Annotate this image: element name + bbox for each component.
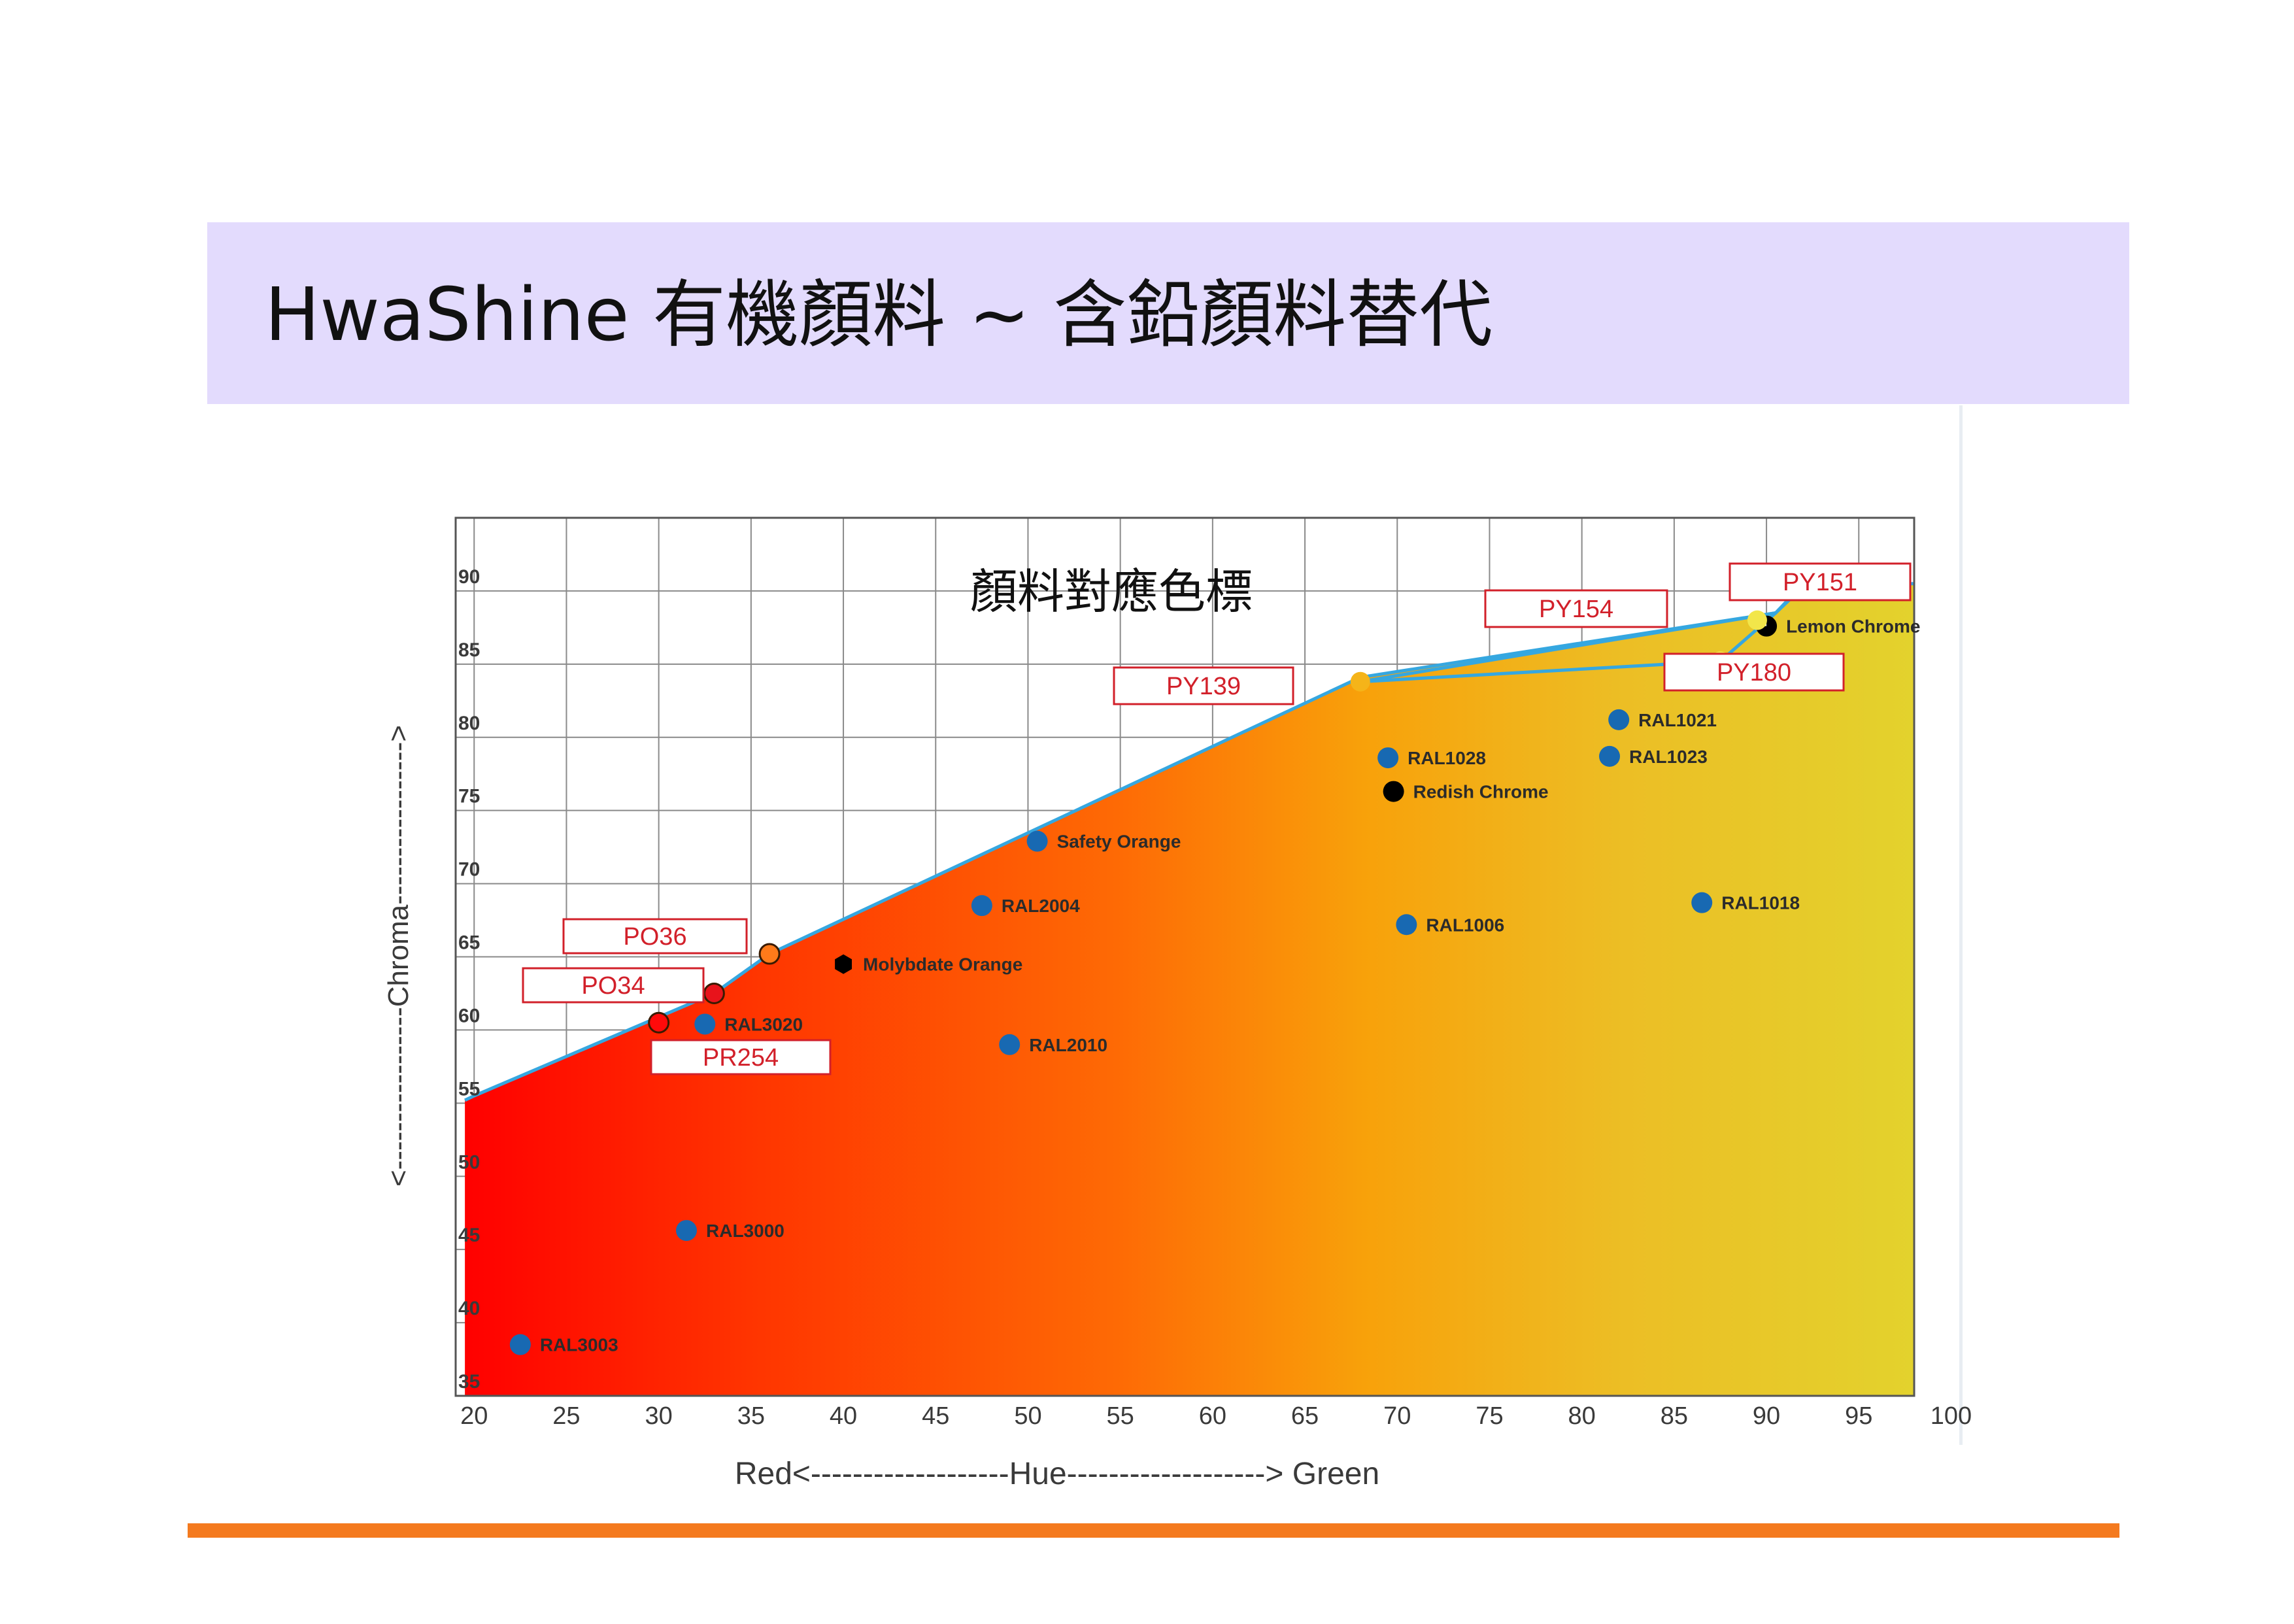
x-tick-label: 20 bbox=[460, 1402, 488, 1430]
x-tick-label: 90 bbox=[1753, 1402, 1780, 1430]
x-axis-label: Red<-------------------Hue--------------… bbox=[735, 1457, 1379, 1491]
reference-label: RAL2010 bbox=[1029, 1035, 1107, 1055]
y-tick-label: 60 bbox=[458, 1005, 480, 1026]
reference-label: RAL1006 bbox=[1426, 915, 1504, 935]
reference-label: Molybdate Orange bbox=[863, 955, 1022, 975]
x-tick-label: 40 bbox=[830, 1402, 857, 1430]
pigment-marker bbox=[758, 943, 781, 965]
reference-label: RAL3020 bbox=[724, 1014, 803, 1034]
pigment-link bbox=[1360, 659, 1721, 684]
pigment-label: PY154 bbox=[1539, 596, 1613, 623]
reference-label: Safety Orange bbox=[1057, 832, 1181, 852]
x-tick-label: 35 bbox=[737, 1402, 765, 1430]
pigment-marker bbox=[1747, 610, 1767, 630]
pigment-label-box bbox=[1113, 666, 1294, 705]
reference-marker bbox=[1396, 914, 1417, 936]
y-tick-label: 50 bbox=[458, 1151, 480, 1173]
x-tick-label: 60 bbox=[1199, 1402, 1226, 1430]
pigment-label: PO34 bbox=[581, 972, 645, 1000]
reference-marker bbox=[509, 1334, 531, 1355]
x-tick-label: 45 bbox=[922, 1402, 949, 1430]
pigment-link bbox=[1360, 611, 1776, 684]
reference-label: RAL1021 bbox=[1638, 710, 1717, 730]
pigment-label: PO36 bbox=[623, 923, 686, 951]
reference-label: Redish Chrome bbox=[1413, 782, 1549, 802]
chart-title: 顏料對應色標 bbox=[970, 564, 1253, 619]
y-tick-label: 55 bbox=[458, 1078, 480, 1100]
reference-label: RAL1018 bbox=[1721, 893, 1800, 913]
reference-label: RAL2004 bbox=[1002, 896, 1080, 916]
x-tick-label: 70 bbox=[1383, 1402, 1411, 1430]
pigment-marker bbox=[703, 982, 725, 1004]
page-title: HwaShine 有機顏料 ~ 含鉛顏料替代 bbox=[265, 273, 1493, 358]
reference-marker bbox=[676, 1220, 698, 1242]
y-tick-label: 40 bbox=[458, 1298, 480, 1319]
y-tick-label: 70 bbox=[458, 859, 480, 881]
pigment-label-box bbox=[1663, 652, 1845, 692]
footer-rule bbox=[188, 1523, 2119, 1538]
reference-marker bbox=[835, 954, 852, 974]
pigment-label-box bbox=[1729, 562, 1912, 601]
x-tick-label: 30 bbox=[645, 1402, 673, 1430]
reference-marker bbox=[1383, 781, 1404, 802]
reference-marker bbox=[1599, 745, 1621, 767]
x-tick-label: 75 bbox=[1476, 1402, 1503, 1430]
reference-marker bbox=[971, 895, 992, 917]
y-tick-label: 90 bbox=[458, 566, 480, 588]
y-tick-label: 75 bbox=[458, 786, 480, 807]
reference-label: Lemon Chrome bbox=[1786, 617, 1920, 637]
pigment-label: PR254 bbox=[703, 1044, 779, 1072]
reference-marker bbox=[1691, 892, 1713, 913]
pigment-label-box bbox=[650, 1039, 832, 1075]
x-tick-label: 50 bbox=[1014, 1402, 1041, 1430]
reference-label: RAL1028 bbox=[1408, 748, 1486, 768]
y-tick-label: 80 bbox=[458, 713, 480, 734]
x-tick-label: 25 bbox=[552, 1402, 580, 1430]
gamut-area bbox=[465, 583, 1914, 1396]
x-tick-label: 85 bbox=[1661, 1402, 1688, 1430]
reference-label: RAL3000 bbox=[706, 1221, 784, 1241]
y-tick-label: 45 bbox=[458, 1225, 480, 1246]
pigment-label: PY151 bbox=[1783, 569, 1857, 596]
pigment-label-box bbox=[1484, 589, 1668, 628]
x-tick-label: 55 bbox=[1107, 1402, 1134, 1430]
reference-marker-fill bbox=[1757, 616, 1777, 636]
pigment-label-box bbox=[562, 918, 748, 955]
y-tick-label: 65 bbox=[458, 932, 480, 954]
pigment-label: PY180 bbox=[1717, 659, 1791, 686]
pigment-marker bbox=[648, 1011, 670, 1034]
reference-marker bbox=[1026, 830, 1048, 852]
x-tick-label: 95 bbox=[1845, 1402, 1872, 1430]
reference-marker bbox=[1608, 709, 1630, 730]
y-axis-label: <-----------------Chroma----------------… bbox=[382, 725, 414, 1187]
plot-frame bbox=[454, 516, 1915, 1397]
pigment-marker bbox=[1350, 671, 1370, 692]
y-tick-label: 35 bbox=[458, 1371, 480, 1393]
divider bbox=[1959, 405, 1963, 1445]
y-tick-label: 85 bbox=[458, 639, 480, 661]
reference-marker bbox=[999, 1034, 1020, 1055]
title-band: HwaShine 有機顏料 ~ 含鉛顏料替代 bbox=[207, 222, 2129, 404]
reference-marker bbox=[694, 1013, 716, 1035]
pigment-label: PY139 bbox=[1166, 673, 1241, 700]
reference-label: RAL3003 bbox=[540, 1335, 618, 1355]
x-tick-label: 65 bbox=[1291, 1402, 1319, 1430]
x-tick-label: 100 bbox=[1931, 1402, 1972, 1430]
reference-label: RAL1023 bbox=[1629, 747, 1708, 767]
reference-marker bbox=[1377, 747, 1399, 769]
pigment-label-box bbox=[522, 967, 705, 1004]
x-tick-label: 80 bbox=[1568, 1402, 1596, 1430]
